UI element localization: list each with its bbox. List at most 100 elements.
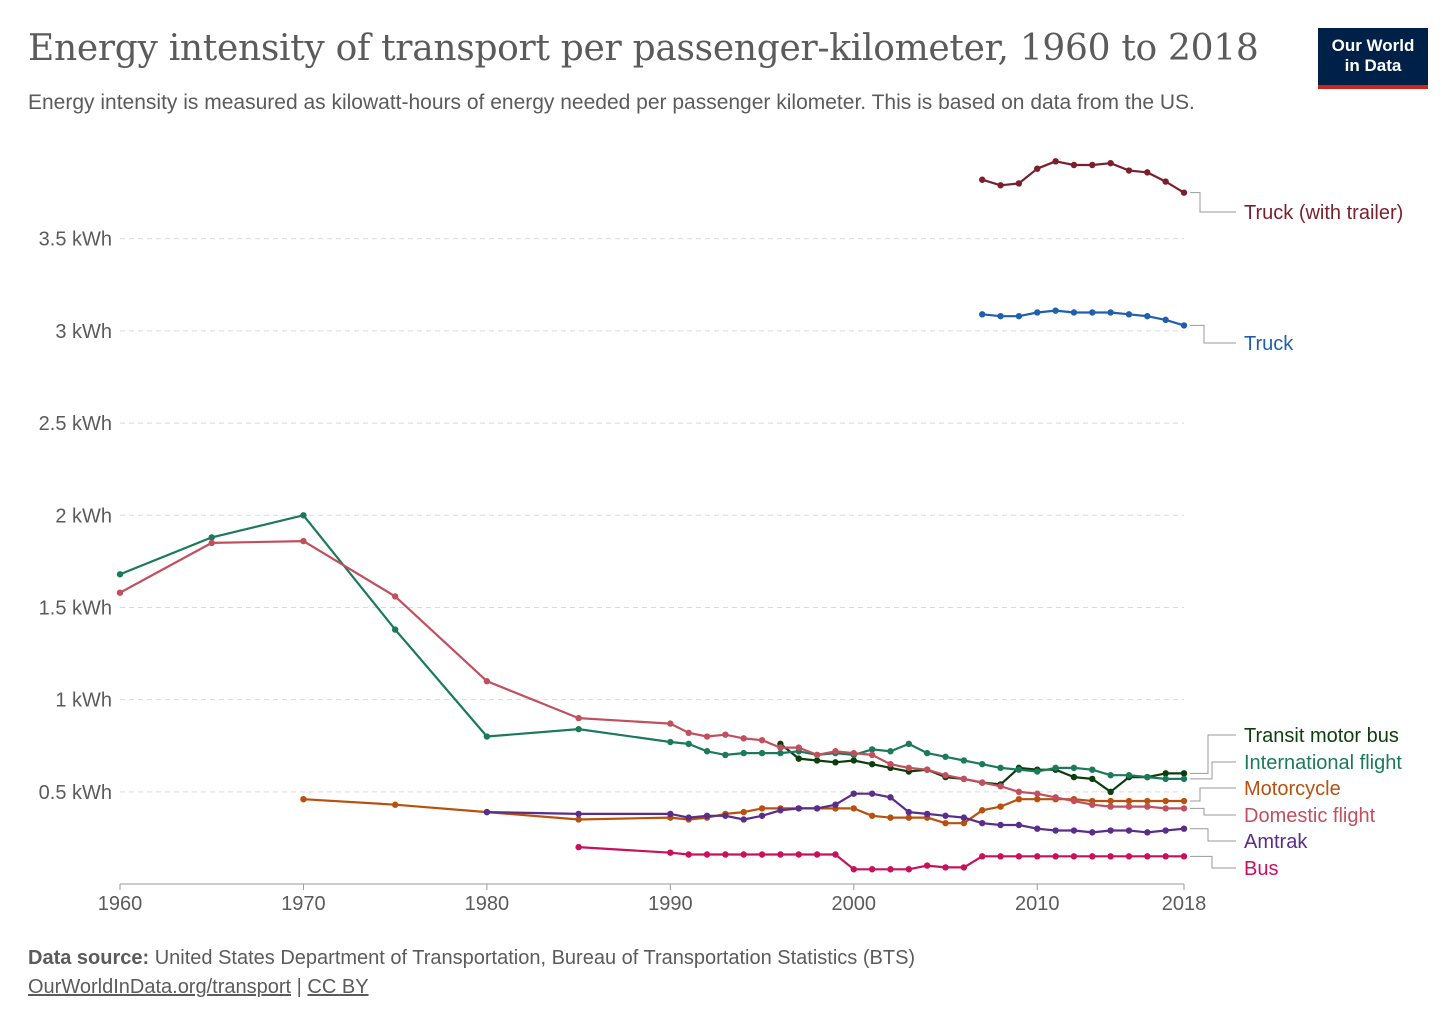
- data-point: [905, 764, 913, 772]
- data-point: [1162, 775, 1169, 783]
- data-point: [813, 757, 821, 764]
- data-point: [887, 748, 894, 755]
- data-point: [1144, 312, 1151, 320]
- series-label: Truck (with trailer): [1244, 202, 1403, 224]
- data-point: [905, 814, 913, 821]
- data-point: [813, 751, 821, 759]
- data-point: [887, 814, 894, 821]
- data-point: [1125, 311, 1133, 318]
- data-point: [942, 864, 949, 871]
- series-line-truck: [982, 309, 1185, 327]
- data-point: [575, 810, 582, 818]
- data-point: [1034, 853, 1041, 860]
- y-tick-label: 1.5 kWh: [39, 597, 112, 619]
- data-point: [1070, 309, 1078, 316]
- data-point: [740, 851, 747, 858]
- data-point: [391, 593, 399, 600]
- data-point: [1089, 309, 1096, 316]
- data-point: [1070, 764, 1078, 772]
- data-point: [997, 821, 1004, 829]
- data-point: [832, 801, 839, 808]
- data-point: [1089, 853, 1096, 860]
- transport-link[interactable]: OurWorldInData.org/transport: [28, 976, 292, 998]
- data-point: [575, 725, 582, 733]
- logo-accent-bar: [1318, 85, 1428, 89]
- data-point: [1180, 825, 1188, 832]
- data-point: [868, 866, 876, 873]
- data-point: [923, 862, 931, 869]
- chart-title: Energy intensity of transport per passen…: [28, 28, 1259, 69]
- data-point: [1070, 827, 1078, 834]
- data-point: [722, 812, 729, 819]
- data-point: [483, 678, 491, 685]
- data-point: [116, 589, 124, 596]
- data-point: [997, 312, 1004, 320]
- data-point: [979, 807, 986, 814]
- data-point: [795, 755, 802, 762]
- data-point: [1125, 167, 1133, 174]
- data-point: [1107, 788, 1114, 796]
- data-point: [850, 790, 857, 797]
- data-point: [1180, 770, 1188, 777]
- data-point: [1107, 159, 1114, 167]
- data-point: [722, 731, 729, 738]
- data-point: [1070, 853, 1078, 860]
- data-point: [1125, 772, 1133, 779]
- chart-footer: Data source: United States Department of…: [28, 944, 915, 1002]
- y-tick-label: 0.5 kWh: [39, 782, 112, 804]
- series-label: Domestic flight: [1244, 805, 1376, 827]
- data-point: [391, 626, 399, 633]
- data-point: [868, 751, 876, 759]
- data-point: [868, 746, 876, 753]
- data-point: [1144, 829, 1151, 836]
- data-point: [1107, 853, 1114, 860]
- data-point: [667, 738, 674, 746]
- data-point: [1144, 803, 1151, 810]
- data-point: [997, 853, 1004, 860]
- data-point: [960, 864, 968, 871]
- data-point: [887, 760, 894, 768]
- data-point: [740, 735, 747, 742]
- data-point: [1180, 775, 1188, 783]
- data-point: [997, 803, 1004, 810]
- data-point: [795, 744, 802, 751]
- data-point: [868, 812, 876, 819]
- data-point: [740, 749, 747, 757]
- data-point: [703, 733, 711, 740]
- data-point: [960, 814, 968, 821]
- data-point: [1034, 790, 1041, 797]
- data-point: [703, 748, 711, 755]
- label-leader-line: [1190, 324, 1236, 344]
- data-point: [685, 729, 692, 737]
- data-point: [758, 812, 766, 819]
- data-point: [1015, 795, 1023, 803]
- data-point: [1107, 309, 1114, 316]
- data-point: [208, 534, 215, 541]
- data-point: [979, 819, 986, 827]
- data-point: [795, 851, 802, 858]
- data-point: [905, 740, 913, 748]
- data-point: [208, 539, 215, 547]
- data-point: [979, 853, 986, 860]
- label-leader-line: [1190, 192, 1236, 213]
- data-point: [1052, 158, 1059, 165]
- data-point: [667, 720, 674, 727]
- data-point: [868, 790, 876, 797]
- data-point: [850, 805, 857, 812]
- data-point: [1180, 322, 1188, 329]
- data-point: [1107, 827, 1114, 834]
- data-point: [960, 757, 968, 764]
- data-point: [740, 808, 747, 816]
- data-point: [850, 866, 857, 873]
- data-point: [1052, 794, 1059, 801]
- x-tick-label: 1960: [98, 893, 143, 915]
- y-tick-label: 1 kWh: [55, 690, 112, 712]
- x-tick-label: 1970: [281, 893, 326, 915]
- data-point: [1162, 178, 1169, 185]
- data-point: [1107, 772, 1114, 779]
- owid-logo[interactable]: Our World in Data: [1318, 28, 1428, 89]
- license-link[interactable]: CC BY: [307, 976, 369, 998]
- data-point: [575, 816, 582, 823]
- data-point: [942, 753, 949, 760]
